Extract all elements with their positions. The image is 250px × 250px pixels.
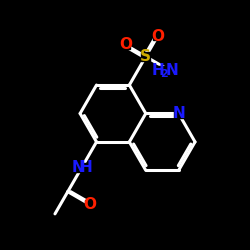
Text: H: H: [80, 160, 93, 175]
Text: O: O: [119, 37, 132, 52]
Text: O: O: [151, 28, 164, 44]
Bar: [153, 66, 186, 75]
Bar: [72, 163, 92, 172]
Bar: [121, 40, 130, 49]
Text: O: O: [83, 197, 96, 212]
Bar: [141, 52, 150, 61]
Bar: [174, 109, 183, 118]
Text: 2: 2: [160, 69, 168, 79]
Text: H: H: [152, 63, 164, 78]
Bar: [153, 32, 162, 40]
Text: N: N: [165, 63, 178, 78]
Text: N: N: [72, 160, 84, 175]
Bar: [85, 200, 94, 208]
Text: S: S: [140, 49, 151, 64]
Text: N: N: [172, 106, 185, 121]
